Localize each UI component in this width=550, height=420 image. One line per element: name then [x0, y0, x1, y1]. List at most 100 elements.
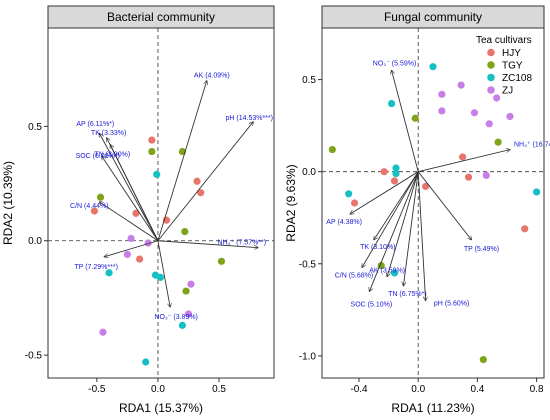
fungal-vector-arrow — [369, 171, 419, 292]
fungal-point-zc108 — [429, 63, 437, 71]
bacterial-x-tick-label: -0.5 — [88, 384, 106, 395]
fungal-point-zj — [457, 81, 465, 89]
fungal-reference-lines — [322, 28, 544, 378]
bacterial-vector-label: AK (4.09%) — [194, 73, 230, 80]
fungal-point-zc108 — [392, 164, 400, 172]
fungal-y-tick-label: 0.0 — [302, 167, 316, 178]
fungal-vector-arrow — [387, 171, 419, 277]
bacterial-point-zj — [187, 280, 195, 288]
bacterial-vector-label: TK (3.33%) — [91, 130, 126, 137]
bacterial-points — [90, 136, 226, 366]
bacterial-vector-arrow — [157, 122, 253, 242]
bacterial-vector-arrow — [110, 145, 159, 241]
bacterial-y-label: RDA2 (10.39%) — [1, 161, 15, 245]
fungal-vector-arrow — [417, 171, 471, 240]
fungal-point-hjy — [422, 182, 430, 191]
bacterial-panel: Bacterial community -0.5 0.0 0.5 -0.5 0.0 0.5… — [1, 5, 275, 415]
fungal-point-tgy — [494, 138, 502, 146]
fungal-x-tick-label: 0.8 — [530, 384, 544, 395]
bacterial-x-tick-label: 0.0 — [151, 384, 165, 395]
legend-label-hjy: HJY — [502, 48, 521, 59]
bacterial-point-zc108 — [153, 170, 161, 179]
fungal-point-hjy — [350, 199, 359, 207]
fungal-point-zc108 — [390, 269, 399, 277]
bacterial-point-hjy — [148, 136, 156, 144]
legend-label-zc108: ZC108 — [502, 73, 532, 84]
fungal-panel: Fungal community -0.4 0.0 0.4 0.8 -1.0 -0.5 0.… — [284, 5, 550, 415]
bacterial-x-label: RDA1 (15.37%) — [119, 401, 203, 415]
bacterial-vector-label: AP (6.11%*) — [76, 121, 114, 128]
bacterial-vector-label: C/N (4.44%) — [70, 203, 109, 210]
bacterial-point-tgy — [181, 227, 189, 236]
bacterial-point-tgy — [182, 287, 190, 295]
fungal-vector-label: NO₃⁻ (5.59%) — [373, 60, 417, 67]
legend-label-tgy: TGY — [502, 61, 523, 72]
fungal-vector-arrow — [417, 171, 425, 301]
bacterial-point-hjy — [193, 177, 201, 185]
fungal-x-tick-label: -0.4 — [350, 384, 368, 395]
fungal-vector-arrow — [418, 150, 510, 173]
fungal-x-label: RDA1 (11.23%) — [391, 401, 474, 415]
bacterial-point-zc108 — [156, 273, 164, 281]
bacterial-vector-label: TP (7.29%***) — [74, 264, 117, 271]
bacterial-point-zj — [99, 328, 107, 336]
bacterial-y-tick-label: -0.5 — [25, 351, 43, 362]
bacterial-point-tgy — [96, 193, 105, 201]
fungal-point-tgy — [479, 355, 487, 364]
fungal-point-zj — [506, 112, 514, 121]
fungal-point-zj — [470, 109, 479, 117]
bacterial-x-tick-label: 0.5 — [212, 384, 226, 395]
fungal-title: Fungal community — [384, 10, 482, 24]
fungal-x-tick-label: 0.4 — [470, 384, 484, 395]
legend-swatch-hjy — [487, 48, 495, 57]
fungal-vector-label: SOC (5.10%) — [351, 301, 393, 308]
bacterial-point-zj — [127, 234, 135, 243]
bacterial-vector-arrow — [99, 202, 159, 242]
fungal-point-zj — [438, 90, 446, 98]
legend-swatch-zc108 — [487, 73, 495, 82]
bacterial-point-hjy — [197, 189, 205, 197]
fungal-point-zc108 — [345, 190, 353, 198]
fungal-vector-label: TK (3.10%) — [360, 244, 395, 251]
bacterial-point-hjy — [132, 209, 140, 217]
bacterial-point-zc108 — [105, 269, 113, 277]
fungal-ticks: -0.4 0.0 0.4 0.8 -1.0 -0.5 0.0 0.5 — [299, 75, 544, 395]
legend-swatch-zj — [487, 86, 495, 94]
bacterial-vector-label: NH₄⁺ (7.57%**) — [218, 239, 267, 247]
bacterial-ticks: -0.5 0.0 0.5 -0.5 0.0 0.5 — [25, 122, 227, 395]
legend-title: Tea cultivars — [476, 35, 532, 46]
bacterial-vector-label: SOC (6.08%*) — [76, 153, 120, 160]
bacterial-point-hjy — [90, 207, 99, 215]
bacterial-vector-arrow — [102, 156, 159, 241]
fungal-point-zj — [493, 94, 501, 102]
fungal-point-tgy — [411, 114, 419, 122]
fungal-point-hjy — [390, 177, 399, 185]
fungal-y-label: RDA2 (9.63%) — [284, 164, 298, 241]
bacterial-point-zc108 — [142, 358, 150, 366]
fungal-vector-label: TN (6.75%*) — [388, 291, 427, 298]
fungal-y-tick-label: -0.5 — [299, 259, 317, 270]
fungal-vector-arrow — [350, 171, 419, 214]
fungal-point-hjy — [521, 225, 529, 233]
bacterial-vector-arrow — [99, 133, 159, 241]
bacterial-vector-arrow — [104, 240, 159, 257]
legend-label-zj: ZJ — [502, 86, 513, 97]
bacterial-vector-arrow — [157, 81, 207, 241]
fungal-point-zj — [438, 107, 446, 115]
bacterial-point-zj — [184, 310, 193, 318]
fungal-points — [328, 63, 541, 364]
legend-swatch-tgy — [487, 61, 495, 69]
bacterial-point-tgy — [217, 257, 226, 265]
fungal-point-hjy — [459, 153, 467, 161]
fungal-plot-border — [321, 27, 545, 379]
fungal-vector-label: AP (4.38%) — [326, 219, 362, 226]
bacterial-vector-arrow — [157, 240, 170, 307]
fungal-point-hjy — [464, 173, 473, 181]
fungal-vector-arrow — [362, 171, 419, 268]
fungal-y-tick-label: -1.0 — [299, 351, 317, 362]
bacterial-point-tgy — [148, 147, 156, 156]
fungal-vector-label: NH₄⁺ (16.74%*) — [514, 141, 550, 149]
